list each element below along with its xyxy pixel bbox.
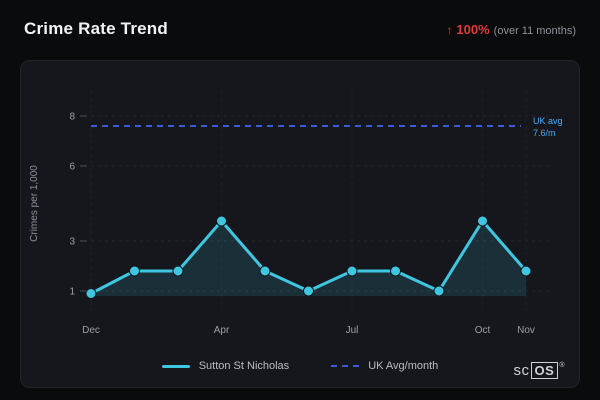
dashed-line-swatch <box>331 365 360 367</box>
trend-up-arrow: ↑ <box>446 22 453 37</box>
legend-label: UK Avg/month <box>368 360 439 372</box>
legend-label: Sutton St Nicholas <box>198 360 290 372</box>
svg-text:Dec: Dec <box>82 325 100 336</box>
solid-line-swatch <box>161 364 190 368</box>
legend-item-uk-avg[interactable]: UK Avg/month <box>331 360 438 372</box>
svg-text:1: 1 <box>69 287 75 298</box>
svg-text:UK avg: UK avg <box>533 116 563 126</box>
page-title: Crime Rate Trend <box>24 19 168 38</box>
scos-logo: sc OS ® <box>514 362 565 379</box>
legend-item-sutton[interactable]: Sutton St Nicholas <box>161 360 290 372</box>
svg-text:3: 3 <box>69 237 75 248</box>
chart-legend: Sutton St Nicholas UK Avg/month <box>21 355 579 377</box>
page-header: Crime Rate Trend ↑ 100% (over 11 months) <box>0 0 600 58</box>
logo-prefix: sc <box>513 362 530 379</box>
chart-card: 1 3 6 8 UK avg 7.6/m Dec Apr Jul Oct Nov Crimes per… <box>20 60 580 388</box>
svg-text:Apr: Apr <box>214 325 230 336</box>
svg-text:Crimes per 1,000: Crimes per 1,000 <box>29 165 40 242</box>
svg-text:6: 6 <box>69 162 75 173</box>
trend-value: 100% <box>456 21 490 37</box>
svg-text:7.6/m: 7.6/m <box>533 128 556 138</box>
svg-text:Oct: Oct <box>475 325 491 336</box>
registered-mark: ® <box>559 362 565 369</box>
logo-boxed: OS <box>530 362 559 379</box>
trend-context: (over 11 months) <box>493 24 576 37</box>
trend-indicator: ↑ 100% (over 11 months) <box>446 22 576 37</box>
svg-text:Jul: Jul <box>346 325 359 336</box>
svg-text:Nov: Nov <box>517 325 535 336</box>
crime-trend-chart: 1 3 6 8 UK avg 7.6/m Dec Apr Jul Oct Nov Crimes per… <box>29 91 563 336</box>
svg-text:8: 8 <box>69 112 75 123</box>
